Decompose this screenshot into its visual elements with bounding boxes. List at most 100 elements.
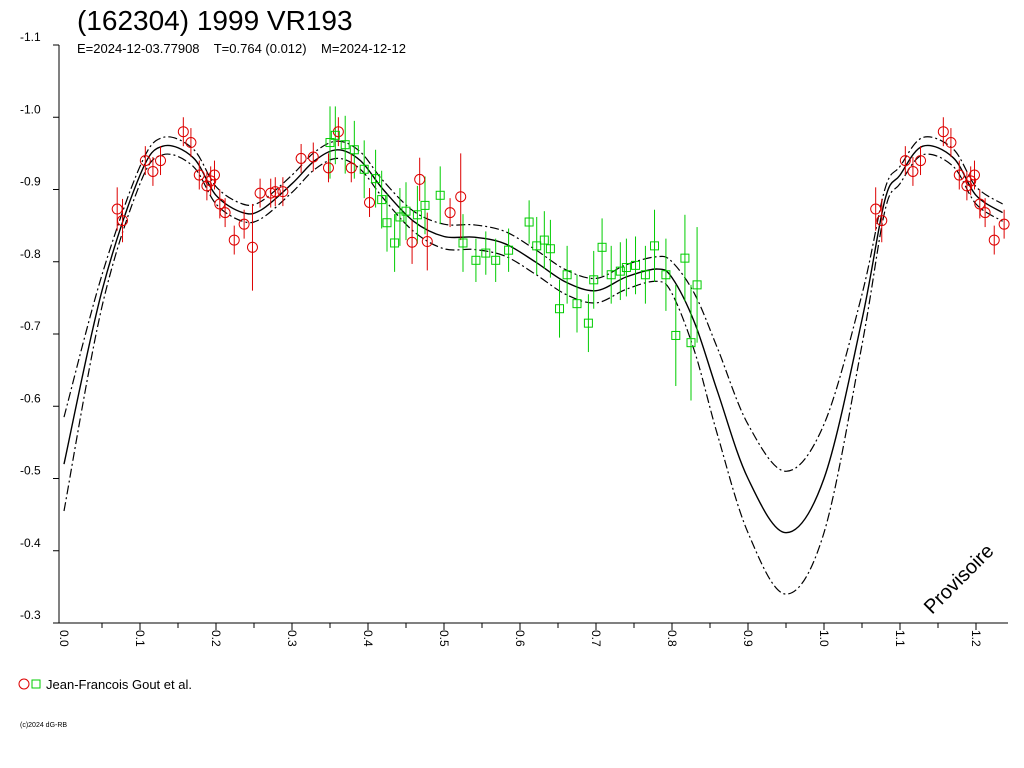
- green-square-point: [621, 263, 631, 273]
- red-circle-point: [205, 175, 217, 187]
- red-circle-point: [185, 137, 197, 149]
- green-square-point: [524, 217, 534, 227]
- red-circle-point: [870, 203, 882, 215]
- x-tick-label: 0.9: [741, 630, 755, 647]
- red-circle-point: [444, 207, 456, 219]
- plot-frame: [58, 45, 1008, 624]
- red-circle-point: [455, 191, 467, 203]
- red-circle-point: [295, 152, 307, 164]
- green-square-point: [349, 145, 359, 155]
- red-circle-point: [974, 198, 986, 210]
- x-tick-label: 0.6: [513, 630, 527, 647]
- chart-subtitle: E=2024-12-03.77908 T=0.764 (0.012) M=202…: [77, 41, 406, 56]
- green-square-point: [382, 218, 392, 228]
- red-circle-point: [988, 234, 1000, 246]
- green-square-point: [420, 200, 430, 210]
- green-square-point: [606, 270, 616, 280]
- red-circle-point: [968, 169, 980, 181]
- green-square-point: [539, 235, 549, 245]
- green-square-point: [661, 270, 671, 280]
- x-tick-label: 0.0: [57, 630, 71, 647]
- x-tick-label: 0.7: [589, 630, 603, 647]
- legend-label: Jean-Francois Gout et al.: [46, 677, 192, 692]
- red-circle-point: [208, 169, 220, 181]
- red-circle-point: [421, 236, 433, 248]
- green-square-point: [371, 174, 381, 184]
- red-circle-point: [979, 207, 991, 219]
- fit-curve-upper: [63, 136, 1003, 472]
- y-axis-ticks: -1.1 -1.0 -0.9 -0.8 -0.7 -0.6 -0.5 -0.4 -0.3: [20, 30, 59, 624]
- green-square-point: [471, 255, 481, 265]
- x-tick-label: 1.0: [817, 630, 831, 647]
- copyright-text: (c)2024 dG-RB: [20, 722, 67, 729]
- fit-curve-main: [63, 144, 1003, 534]
- red-circle-point: [414, 173, 426, 185]
- y-tick-label: -1.1: [20, 30, 41, 44]
- legend-green-square-icon: [31, 679, 41, 689]
- red-circle-point: [364, 197, 376, 209]
- green-square-point: [572, 299, 582, 309]
- red-circle-point: [277, 186, 289, 198]
- x-tick-label: 0.8: [665, 630, 679, 647]
- x-tick-label: 0.5: [437, 630, 451, 647]
- red-circle-point: [111, 203, 123, 215]
- green-square-point: [458, 238, 468, 248]
- x-tick-label: 0.3: [285, 630, 299, 647]
- red-circle-point: [219, 207, 231, 219]
- green-square-point: [504, 245, 514, 255]
- x-tick-label: 0.2: [209, 630, 223, 647]
- red-circle-point: [945, 137, 957, 149]
- chart-title: (162304) 1999 VR193: [77, 5, 353, 36]
- x-tick-label: 1.1: [893, 630, 907, 647]
- red-circle-point: [953, 169, 965, 181]
- x-axis-ticks: 0.0 0.1 0.2 0.3 0.4 0.5 0.6 0.7 0.8 0.9 1.0 1.1 1.2: [57, 623, 983, 647]
- red-circle-point: [899, 155, 911, 167]
- green-square-point: [340, 140, 350, 150]
- red-circle-point: [406, 236, 418, 248]
- fit-curve-lower: [63, 153, 1003, 595]
- green-square-point: [555, 304, 565, 314]
- green-square-point: [680, 253, 690, 263]
- red-circle-point: [214, 198, 226, 210]
- red-circle-point: [322, 162, 334, 174]
- y-tick-label: -0.9: [20, 175, 41, 189]
- red-circle-point: [907, 165, 919, 177]
- red-circle-point: [998, 218, 1010, 230]
- green-square-point: [330, 130, 340, 140]
- red-circle-point: [254, 187, 266, 199]
- x-tick-label: 0.4: [361, 630, 375, 647]
- y-tick-label: -1.0: [20, 102, 41, 116]
- red-circle-point: [155, 155, 167, 167]
- green-square-point: [390, 238, 400, 248]
- green-square-point: [435, 190, 445, 200]
- red-circle-point: [177, 126, 189, 138]
- data-markers: [111, 126, 1010, 348]
- watermark-text: Provisoire: [920, 540, 998, 618]
- green-square-point: [640, 270, 650, 280]
- red-circle-point: [876, 215, 888, 227]
- x-tick-label: 0.1: [133, 630, 147, 647]
- y-tick-label: -0.3: [20, 608, 41, 622]
- red-circle-point: [193, 169, 205, 181]
- green-square-point: [692, 280, 702, 290]
- y-tick-label: -0.5: [20, 464, 41, 478]
- x-tick-label: 1.2: [969, 630, 983, 647]
- green-square-point: [412, 210, 422, 220]
- red-circle-point: [238, 218, 250, 230]
- red-circle-point: [147, 165, 159, 177]
- green-square-point: [481, 248, 491, 258]
- legend: Jean-Francois Gout et al.: [18, 677, 192, 692]
- red-circle-point: [345, 162, 357, 174]
- red-circle-point: [307, 151, 319, 163]
- green-square-point: [671, 330, 681, 340]
- red-circle-point: [937, 126, 949, 138]
- green-square-point: [597, 242, 607, 252]
- red-circle-point: [246, 241, 258, 253]
- legend-red-circle-icon: [18, 678, 30, 690]
- green-square-point: [359, 164, 369, 174]
- red-circle-point: [269, 186, 281, 198]
- y-tick-label: -0.8: [20, 247, 41, 261]
- green-square-point: [491, 255, 501, 265]
- green-square-point: [401, 206, 411, 216]
